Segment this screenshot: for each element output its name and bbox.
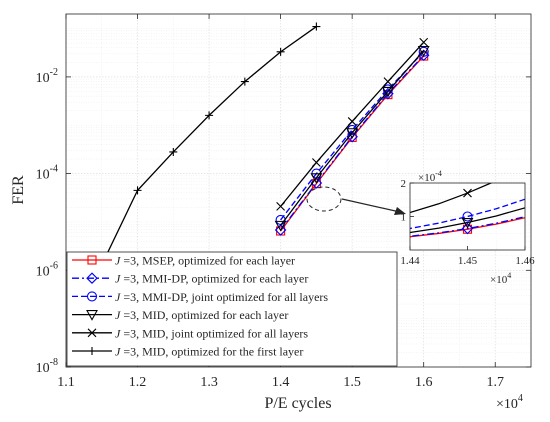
- data-point-marker: [347, 117, 357, 126]
- zoom-region-ellipse: [306, 186, 342, 212]
- data-point-marker: [169, 147, 178, 156]
- legend-label: J =3, MID, joint optimized for all layer…: [115, 326, 308, 340]
- data-point-marker: [462, 211, 473, 222]
- y-tick-label: 10-6: [36, 260, 58, 279]
- data-point-marker: [310, 173, 323, 184]
- x-axis-label: P/E cycles: [264, 395, 331, 412]
- data-point-marker: [86, 291, 98, 302]
- inset-series-line: [410, 217, 525, 238]
- data-point-marker: [276, 201, 286, 211]
- legend-entry: J =3, MID, joint optimized for all layer…: [72, 326, 308, 340]
- x-multiplier-base: ×10: [496, 397, 518, 412]
- data-point-marker: [133, 186, 142, 195]
- x-tick-label: 1.5: [343, 375, 361, 390]
- inset-y-tick-label: 1: [401, 212, 407, 224]
- legend-entry: J =3, MMI-DP, joint optimized for all la…: [72, 290, 328, 304]
- y-tick-label: 10-8: [36, 357, 58, 376]
- legend-label: J =3, MID, optimized for the first layer: [115, 345, 303, 359]
- zoom-callout-arrowhead: [394, 207, 406, 215]
- data-point-marker: [311, 158, 321, 167]
- legend-label: J =3, MID, optimized for each layer: [115, 308, 288, 322]
- inset-series-line: [410, 207, 525, 234]
- legend-entry: J =3, MID, optimized for each layer: [72, 308, 288, 322]
- inset-x-multiplier-base: ×10: [490, 274, 508, 286]
- data-point-marker: [461, 217, 474, 229]
- data-point-marker: [383, 77, 393, 86]
- data-point-marker: [463, 188, 472, 198]
- inset-ticks: 1.44 1.45 1.46 1 2: [400, 178, 535, 267]
- data-point-marker: [419, 37, 429, 47]
- legend-entry: J =3, MSEP, optimized for each layer: [72, 254, 295, 268]
- series-line: [280, 51, 425, 221]
- svg-text:×10-4: ×10-4: [418, 169, 442, 184]
- legend-label: J =3, MMI-DP, joint optimized for all la…: [115, 290, 328, 304]
- data-point-marker: [274, 224, 287, 236]
- data-point-marker: [461, 222, 474, 235]
- svg-text:×104: ×104: [496, 393, 523, 412]
- inset-y-multiplier-exponent: -4: [435, 169, 442, 178]
- plot-frame: [65, 13, 532, 368]
- data-point-marker: [87, 255, 97, 265]
- x-tick-label: 1.7: [486, 375, 504, 390]
- x-tick-label: 1.1: [57, 375, 75, 390]
- x-tick-label: 1.2: [129, 375, 147, 390]
- x-multiplier-exponent: 4: [518, 393, 523, 404]
- inset-y-tick-label: 2: [401, 178, 407, 190]
- series: [276, 37, 429, 211]
- inset-series: [410, 183, 525, 238]
- data-point-marker: [88, 347, 96, 355]
- series: [274, 46, 430, 232]
- legend-label: J =3, MMI-DP, optimized for each layer: [115, 272, 308, 286]
- x-tick-label: 1.4: [272, 375, 290, 390]
- data-point-marker: [86, 310, 98, 321]
- inset-x-tick-label: 1.46: [515, 255, 535, 267]
- x-axis-multiplier: ×104: [496, 393, 523, 412]
- inset-x-tick-label: 1.45: [458, 255, 478, 267]
- inset-y-multiplier-base: ×10: [418, 172, 436, 184]
- data-point-marker: [87, 328, 97, 338]
- svg-text:×104: ×104: [490, 271, 511, 286]
- data-point-marker: [346, 128, 359, 139]
- data-point-marker: [417, 46, 430, 57]
- y-tick-label: 10-4: [36, 164, 58, 183]
- legend-entry: J =3, MID, optimized for the first layer: [72, 345, 303, 359]
- data-point-marker: [274, 220, 287, 232]
- legend-entry: J =3, MMI-DP, optimized for each layer: [72, 272, 308, 286]
- legend: J =3, MSEP, optimized for each layer J =3…: [66, 251, 398, 367]
- data-series: [97, 22, 430, 269]
- data-point-marker: [381, 86, 394, 98]
- inset-x-tick-label: 1.44: [400, 255, 420, 267]
- data-point-marker: [276, 47, 285, 56]
- data-point-marker: [86, 272, 98, 284]
- y-tick-label: 10-2: [36, 67, 58, 86]
- inset-series-group: [410, 183, 525, 238]
- data-point-marker: [205, 111, 214, 120]
- zoom-callout-arrow: [341, 198, 401, 213]
- legend-box: [66, 251, 398, 367]
- legend-label: J =3, MSEP, optimized for each layer: [115, 254, 295, 268]
- series-line: [280, 50, 425, 226]
- x-tick-label: 1.3: [200, 375, 218, 390]
- data-point-marker: [240, 77, 249, 86]
- y-axis-label: FER: [10, 175, 27, 205]
- data-point-marker: [312, 22, 321, 31]
- x-tick-label: 1.6: [415, 375, 433, 390]
- series-line: [280, 54, 425, 231]
- inset-x-multiplier-exponent: 4: [507, 271, 511, 280]
